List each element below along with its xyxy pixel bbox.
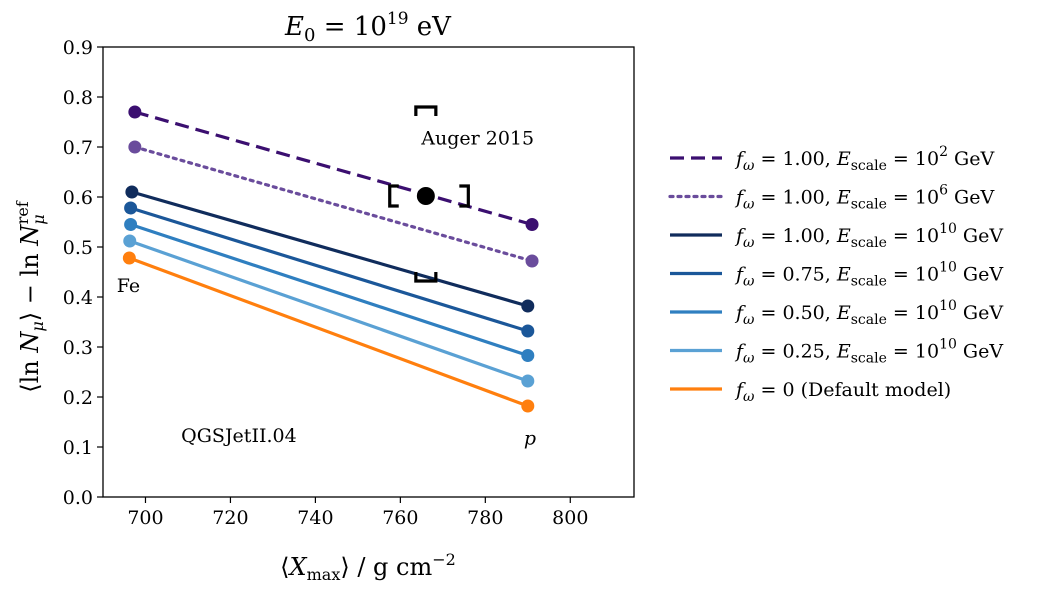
series-5 <box>123 234 535 388</box>
series-line <box>133 145 534 263</box>
sys-bracket-right <box>459 184 470 208</box>
chart-title: E0 = 1019 eV <box>284 9 452 46</box>
legend-item: fω = 1.00, Escale = 1010 GeV <box>670 221 1003 251</box>
y-tick-label: 0.0 <box>63 487 93 509</box>
series-point <box>521 299 535 313</box>
series-layer <box>122 105 539 413</box>
measurement: Auger 2015 <box>388 105 534 283</box>
legend-label: fω = 1.00, Escale = 102 GeV <box>734 144 994 174</box>
series-line <box>130 222 529 358</box>
legend-label: fω = 0.75, Escale = 1010 GeV <box>734 260 1003 290</box>
series-point <box>122 251 136 265</box>
y-tick-label: 0.4 <box>63 287 93 309</box>
series-point <box>124 218 138 231</box>
legend-label: fω = 0 (Default model) <box>734 379 951 405</box>
plot-area <box>102 46 635 498</box>
series-0 <box>128 105 539 231</box>
series-point <box>521 374 535 388</box>
y-axis-label: ⟨ln Nμ⟩ − ln Nμref <box>13 200 48 393</box>
series-point <box>124 201 138 215</box>
sys-bracket-bottom <box>414 272 438 283</box>
series-line <box>128 256 529 408</box>
annotation: QGSJetII.04 <box>181 425 297 447</box>
x-tick-label: 720 <box>212 507 248 529</box>
svg-text:E0 = 1019 eV: E0 = 1019 eV <box>284 9 452 46</box>
y-tick-label: 0.6 <box>63 187 93 209</box>
x-tick-label: 740 <box>297 507 333 529</box>
series-point <box>128 140 142 154</box>
series-1 <box>128 140 539 268</box>
y-tick-label: 0.7 <box>63 137 93 159</box>
sys-bracket-left <box>388 184 399 208</box>
series-line <box>129 239 529 383</box>
annotation: p <box>524 428 536 450</box>
y-tick-label: 0.5 <box>63 237 93 259</box>
legend-label: fω = 1.00, Escale = 106 GeV <box>734 183 994 213</box>
x-axis: 700 720 740 760 780 800 <box>127 497 588 529</box>
series-point <box>521 324 535 338</box>
series-4 <box>124 218 535 362</box>
series-3 <box>124 201 535 338</box>
legend-item: fω = 0.50, Escale = 1010 GeV <box>670 298 1003 328</box>
x-tick-label: 780 <box>467 507 503 529</box>
y-tick-label: 0.1 <box>63 437 93 459</box>
series-point <box>123 234 137 248</box>
series-point <box>128 105 142 119</box>
annotation: Fe <box>117 275 140 297</box>
legend-label: fω = 0.50, Escale = 1010 GeV <box>734 298 1003 328</box>
svg-text:⟨ln Nμ⟩ − ln Nμref: ⟨ln Nμ⟩ − ln Nμref <box>13 200 48 393</box>
legend-item: fω = 0.75, Escale = 1010 GeV <box>670 260 1003 290</box>
svg-text:⟨Xmax⟩ / g cm−2: ⟨Xmax⟩ / g cm−2 <box>280 550 456 584</box>
series-point <box>521 349 535 362</box>
series-6 <box>122 251 535 413</box>
x-axis-label: ⟨Xmax⟩ / g cm−2 <box>280 550 456 584</box>
y-tick-label: 0.9 <box>63 37 93 59</box>
legend-item: fω = 0 (Default model) <box>670 379 951 405</box>
x-tick-label: 760 <box>382 507 418 529</box>
y-axis: 0.0 0.1 0.2 0.3 0.4 0.5 0.6 0.7 0.8 0.9 <box>63 37 103 509</box>
series-point <box>521 399 535 413</box>
measurement-label: Auger 2015 <box>420 128 534 150</box>
series-point <box>125 185 139 199</box>
y-tick-label: 0.2 <box>63 387 93 409</box>
series-line <box>131 190 529 308</box>
series-2 <box>125 185 535 313</box>
annotations: Fe p QGSJetII.04 <box>117 275 536 450</box>
legend-label: fω = 0.25, Escale = 1010 GeV <box>734 337 1003 367</box>
sys-bracket-top <box>414 105 438 116</box>
legend-label: fω = 1.00, Escale = 1010 GeV <box>734 221 1003 251</box>
legend-item: fω = 1.00, Escale = 106 GeV <box>668 183 994 213</box>
x-tick-label: 700 <box>127 507 163 529</box>
series-point <box>525 218 539 231</box>
legend-item: fω = 0.25, Escale = 1010 GeV <box>670 337 1003 367</box>
x-tick-label: 800 <box>552 507 588 529</box>
series-line <box>130 206 529 333</box>
y-tick-label: 0.8 <box>63 87 93 109</box>
y-tick-label: 0.3 <box>63 337 93 359</box>
series-point <box>525 254 539 268</box>
legend: fω = 1.00, Escale = 102 GeV fω = 1.00, Es… <box>668 144 1003 405</box>
measurement-point <box>416 187 435 205</box>
legend-item: fω = 1.00, Escale = 102 GeV <box>670 144 994 174</box>
